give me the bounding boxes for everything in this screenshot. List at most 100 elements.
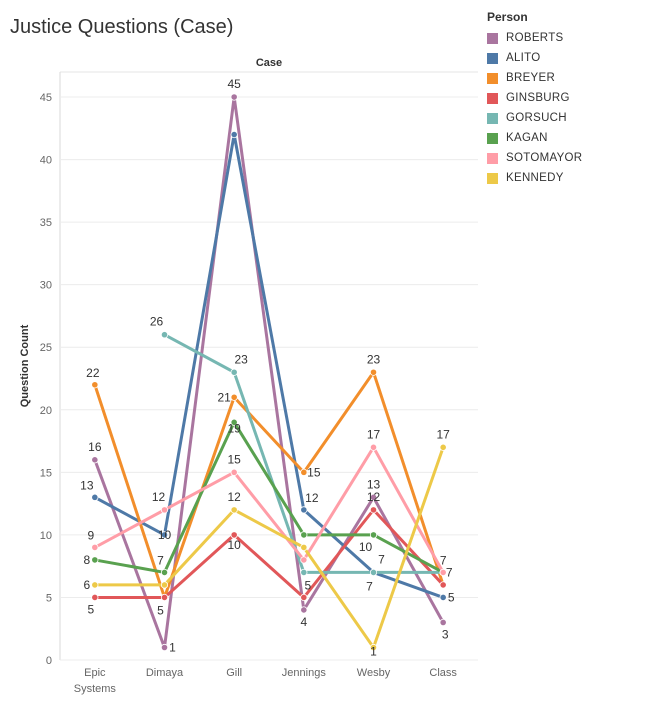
y-tick-label: 30: [40, 280, 52, 292]
data-point-sotomayor: [369, 443, 378, 451]
data-point-roberts: [91, 456, 99, 464]
y-axis-title: Question Count: [19, 324, 31, 407]
data-label-sotomayor: 15: [227, 452, 241, 466]
data-point-gorsuch: [300, 568, 308, 577]
data-point-kagan: [369, 531, 378, 539]
data-point-ginsburg: [230, 531, 238, 539]
data-label-kagan: 10: [359, 540, 373, 554]
column-header: Case: [256, 57, 282, 69]
data-point-gorsuch: [369, 568, 378, 577]
data-label-sotomayor: 9: [87, 528, 94, 542]
series-line-breyer: [93, 370, 445, 599]
data-point-ginsburg: [439, 581, 447, 589]
legend-label: BREYER: [506, 72, 556, 84]
legend-item-gorsuch[interactable]: GORSUCH: [487, 108, 642, 128]
data-point-breyer: [300, 468, 308, 476]
data-label-alito: 13: [80, 478, 94, 492]
data-point-ginsburg: [300, 593, 308, 602]
data-label-kagan: 8: [83, 553, 90, 567]
data-point-kennedy: [439, 443, 447, 451]
data-point-sotomayor: [160, 506, 169, 514]
y-tick-label: 45: [40, 92, 52, 104]
legend-item-kennedy[interactable]: KENNEDY: [487, 168, 642, 188]
data-point-kagan: [230, 418, 238, 426]
data-label-alito: 7: [366, 579, 373, 593]
page-title: Justice Questions (Case): [10, 16, 234, 38]
data-point-kennedy: [369, 643, 378, 652]
data-point-sotomayor: [91, 543, 99, 552]
y-tick-label: 10: [40, 530, 52, 542]
data-label-roberts: 13: [367, 477, 381, 491]
data-label-breyer: 22: [86, 366, 100, 380]
legend-item-ginsburg[interactable]: GINSBURG: [487, 88, 642, 108]
series-line-sotomayor: [93, 445, 445, 574]
y-tick-label: 40: [40, 155, 52, 167]
data-label-ginsburg: 12: [367, 490, 381, 504]
legend-swatch: [487, 172, 498, 184]
legend-item-kagan[interactable]: KAGAN: [487, 128, 642, 148]
data-label-kagan: 7: [157, 553, 164, 567]
y-tick-label: 35: [40, 217, 52, 229]
data-label-gorsuch: 26: [150, 315, 164, 329]
legend-item-alito[interactable]: ALITO: [487, 48, 642, 68]
legend-label: ALITO: [506, 52, 541, 64]
data-label-roberts: 16: [88, 440, 102, 454]
data-point-breyer: [91, 381, 99, 389]
legend-swatch: [487, 32, 498, 44]
data-point-ginsburg: [160, 593, 169, 602]
data-point-gorsuch: [160, 331, 169, 339]
data-label-alito: 5: [448, 590, 455, 604]
legend-swatch: [487, 92, 498, 104]
data-point-alito: [300, 506, 308, 514]
data-point-sotomayor: [230, 468, 238, 476]
legend-item-breyer[interactable]: BREYER: [487, 68, 642, 88]
data-point-kagan: [91, 556, 99, 564]
legend-item-roberts[interactable]: ROBERTS: [487, 28, 642, 48]
legend: Person ROBERTS ALITO BREYER GINSBURG GORSUCH…: [487, 10, 642, 188]
data-point-kennedy: [230, 506, 238, 514]
x-tick-label: Wesby: [357, 667, 391, 679]
x-tick-label: Systems: [74, 683, 117, 695]
data-point-roberts: [300, 606, 308, 614]
data-point-kagan: [160, 568, 169, 577]
data-label-kennedy: 12: [227, 490, 241, 504]
data-point-alito: [230, 130, 238, 139]
data-label-kennedy: 6: [83, 578, 90, 592]
legend-item-sotomayor[interactable]: SOTOMAYOR: [487, 148, 642, 168]
y-tick-label: 20: [40, 405, 52, 417]
data-label-sotomayor: 7: [446, 565, 453, 579]
x-tick-label: Gill: [226, 667, 242, 679]
legend-swatch: [487, 52, 498, 64]
data-label-ginsburg: 5: [87, 602, 94, 616]
data-point-sotomayor: [300, 556, 308, 564]
data-label-alito: 10: [158, 528, 172, 542]
data-label-sotomayor: 17: [367, 427, 381, 441]
legend-title: Person: [487, 10, 528, 24]
data-point-kennedy: [300, 543, 308, 552]
data-label-roberts: 3: [442, 627, 449, 641]
series-line-roberts: [93, 95, 445, 649]
legend-swatch: [487, 152, 498, 164]
x-tick-label: Jennings: [282, 667, 327, 679]
legend-label: GINSBURG: [506, 92, 570, 104]
data-label-ginsburg: 5: [304, 578, 311, 592]
data-point-sotomayor: [439, 568, 447, 577]
legend-swatch: [487, 72, 498, 84]
data-point-alito: [439, 593, 447, 602]
data-point-ginsburg: [369, 506, 378, 514]
data-point-breyer: [369, 368, 378, 376]
legend-label: KAGAN: [506, 132, 548, 144]
series-line-kennedy: [93, 445, 445, 649]
data-point-kagan: [300, 531, 308, 539]
data-label-roberts: 45: [227, 77, 241, 91]
data-point-roberts: [369, 493, 378, 501]
data-point-roberts: [160, 643, 169, 652]
data-label-breyer: 21: [217, 390, 231, 404]
data-label-gorsuch: 7: [378, 552, 385, 566]
y-tick-label: 0: [46, 655, 52, 667]
x-tick-label: Dimaya: [146, 667, 184, 679]
data-point-roberts: [439, 618, 447, 627]
data-label-ginsburg: 10: [227, 538, 241, 552]
data-label-roberts: 1: [169, 640, 176, 654]
